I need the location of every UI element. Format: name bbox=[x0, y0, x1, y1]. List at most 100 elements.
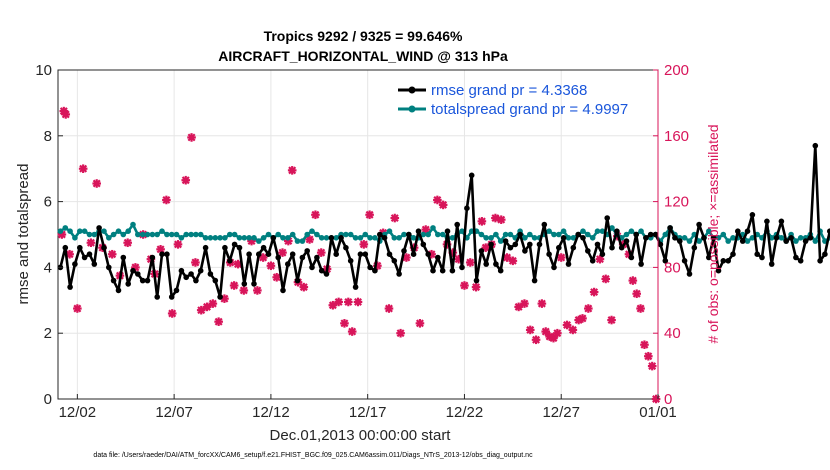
rmse-point bbox=[135, 271, 141, 277]
x-axis: 12/02 12/07 12/12 12/17 12/22 12/27 01/01 bbox=[59, 394, 677, 421]
rmse-point bbox=[459, 264, 465, 271]
rmse-point bbox=[81, 254, 88, 261]
totalspread-point bbox=[299, 238, 306, 244]
obs-point bbox=[644, 351, 653, 361]
totalspread-point bbox=[285, 235, 291, 241]
rmse-point bbox=[352, 284, 359, 290]
rmse-point bbox=[618, 244, 625, 251]
totalspread-point bbox=[565, 235, 572, 241]
obs-point bbox=[601, 274, 611, 284]
obs-point bbox=[305, 235, 314, 244]
totalspread-point bbox=[696, 238, 702, 244]
rmse-point bbox=[483, 261, 490, 267]
totalspread-point bbox=[527, 231, 533, 238]
totalspread-point bbox=[333, 235, 340, 241]
y-tick-label-left: 8 bbox=[44, 128, 52, 145]
rmse-point bbox=[468, 172, 475, 179]
rmse-point bbox=[207, 271, 214, 277]
totalspread-point bbox=[420, 231, 427, 238]
rmse-point bbox=[178, 267, 185, 274]
rmse-point bbox=[323, 271, 330, 277]
rmse-point bbox=[497, 267, 504, 274]
totalspread-point bbox=[241, 235, 248, 241]
rmse-point bbox=[372, 267, 378, 274]
rmse-point bbox=[725, 258, 731, 264]
rmse-point bbox=[604, 215, 610, 221]
rmse-point bbox=[444, 228, 451, 234]
rmse-point bbox=[827, 228, 830, 234]
rmse-point bbox=[86, 251, 93, 257]
rmse-point bbox=[773, 235, 780, 241]
rmse-point bbox=[735, 228, 741, 234]
totalspread-point bbox=[439, 231, 446, 238]
obs-point bbox=[415, 319, 425, 328]
totalspread-point bbox=[168, 231, 175, 238]
totalspread-point bbox=[497, 238, 504, 244]
rmse-point bbox=[343, 244, 349, 251]
totalspread-point bbox=[309, 228, 315, 234]
totalspread-point bbox=[193, 231, 199, 238]
totalspread-point bbox=[488, 235, 494, 241]
rmse-point bbox=[386, 251, 393, 257]
rmse-point bbox=[556, 244, 562, 251]
rmse-point bbox=[706, 254, 712, 261]
totalspread-point bbox=[236, 235, 243, 241]
rmse-point bbox=[686, 271, 693, 277]
totalspread-point bbox=[493, 231, 499, 238]
obs-point bbox=[162, 195, 171, 205]
totalspread-point bbox=[362, 231, 369, 238]
totalspread-point bbox=[217, 235, 223, 241]
totalspread-point bbox=[178, 235, 185, 241]
obs-point bbox=[334, 297, 343, 307]
totalspread-point bbox=[154, 231, 160, 238]
rmse-point bbox=[188, 271, 194, 277]
rmse-point bbox=[362, 251, 369, 257]
rmse-point bbox=[260, 244, 267, 251]
rmse-point bbox=[67, 284, 73, 290]
rmse-point bbox=[817, 258, 823, 264]
y-tick-label-right: 80 bbox=[664, 259, 681, 276]
obs-point bbox=[73, 304, 82, 313]
rmse-point bbox=[338, 235, 344, 241]
obs-point bbox=[421, 225, 431, 234]
rmse-point bbox=[623, 238, 630, 244]
rmse-point bbox=[599, 251, 606, 257]
obs-point bbox=[384, 304, 394, 313]
legend-spread-label: totalspread grand pr = 4.9997 bbox=[431, 101, 628, 118]
obs-point bbox=[78, 164, 88, 173]
rmse-point bbox=[255, 251, 262, 257]
rmse-point bbox=[589, 258, 596, 264]
rmse-point bbox=[681, 258, 688, 264]
rmse-point bbox=[759, 254, 765, 261]
obs-point bbox=[578, 314, 587, 323]
rmse-point bbox=[377, 231, 383, 238]
totalspread-point bbox=[638, 228, 644, 234]
totalspread-point bbox=[502, 231, 509, 238]
totalspread-point bbox=[318, 235, 325, 241]
rmse-point bbox=[541, 221, 548, 228]
totalspread-point bbox=[425, 231, 432, 238]
totalspread-point bbox=[352, 235, 359, 241]
rmse-point bbox=[822, 251, 828, 257]
rmse-point bbox=[527, 241, 533, 248]
totalspread-point bbox=[188, 231, 194, 238]
obs-point bbox=[278, 248, 287, 257]
rmse-point bbox=[585, 248, 591, 254]
y-tick-label-left: 4 bbox=[44, 259, 52, 276]
rmse-point bbox=[435, 254, 441, 261]
obs-point bbox=[553, 328, 562, 338]
rmse-point bbox=[430, 267, 436, 274]
y-tick-label-right: 0 bbox=[664, 391, 672, 408]
rmse-point bbox=[439, 267, 446, 274]
rmse-point bbox=[764, 218, 770, 225]
totalspread-point bbox=[570, 235, 577, 241]
rmse-point bbox=[560, 235, 567, 241]
rmse-point bbox=[783, 238, 789, 244]
totalspread-point bbox=[609, 225, 615, 231]
rmse-point bbox=[62, 244, 69, 251]
x-tick-label: 12/12 bbox=[252, 404, 290, 421]
legend-rmse-label: rmse grand pr = 4.3368 bbox=[431, 82, 587, 99]
rmse-point bbox=[96, 225, 102, 231]
rmse-point bbox=[304, 248, 311, 254]
totalspread-point bbox=[86, 231, 93, 238]
